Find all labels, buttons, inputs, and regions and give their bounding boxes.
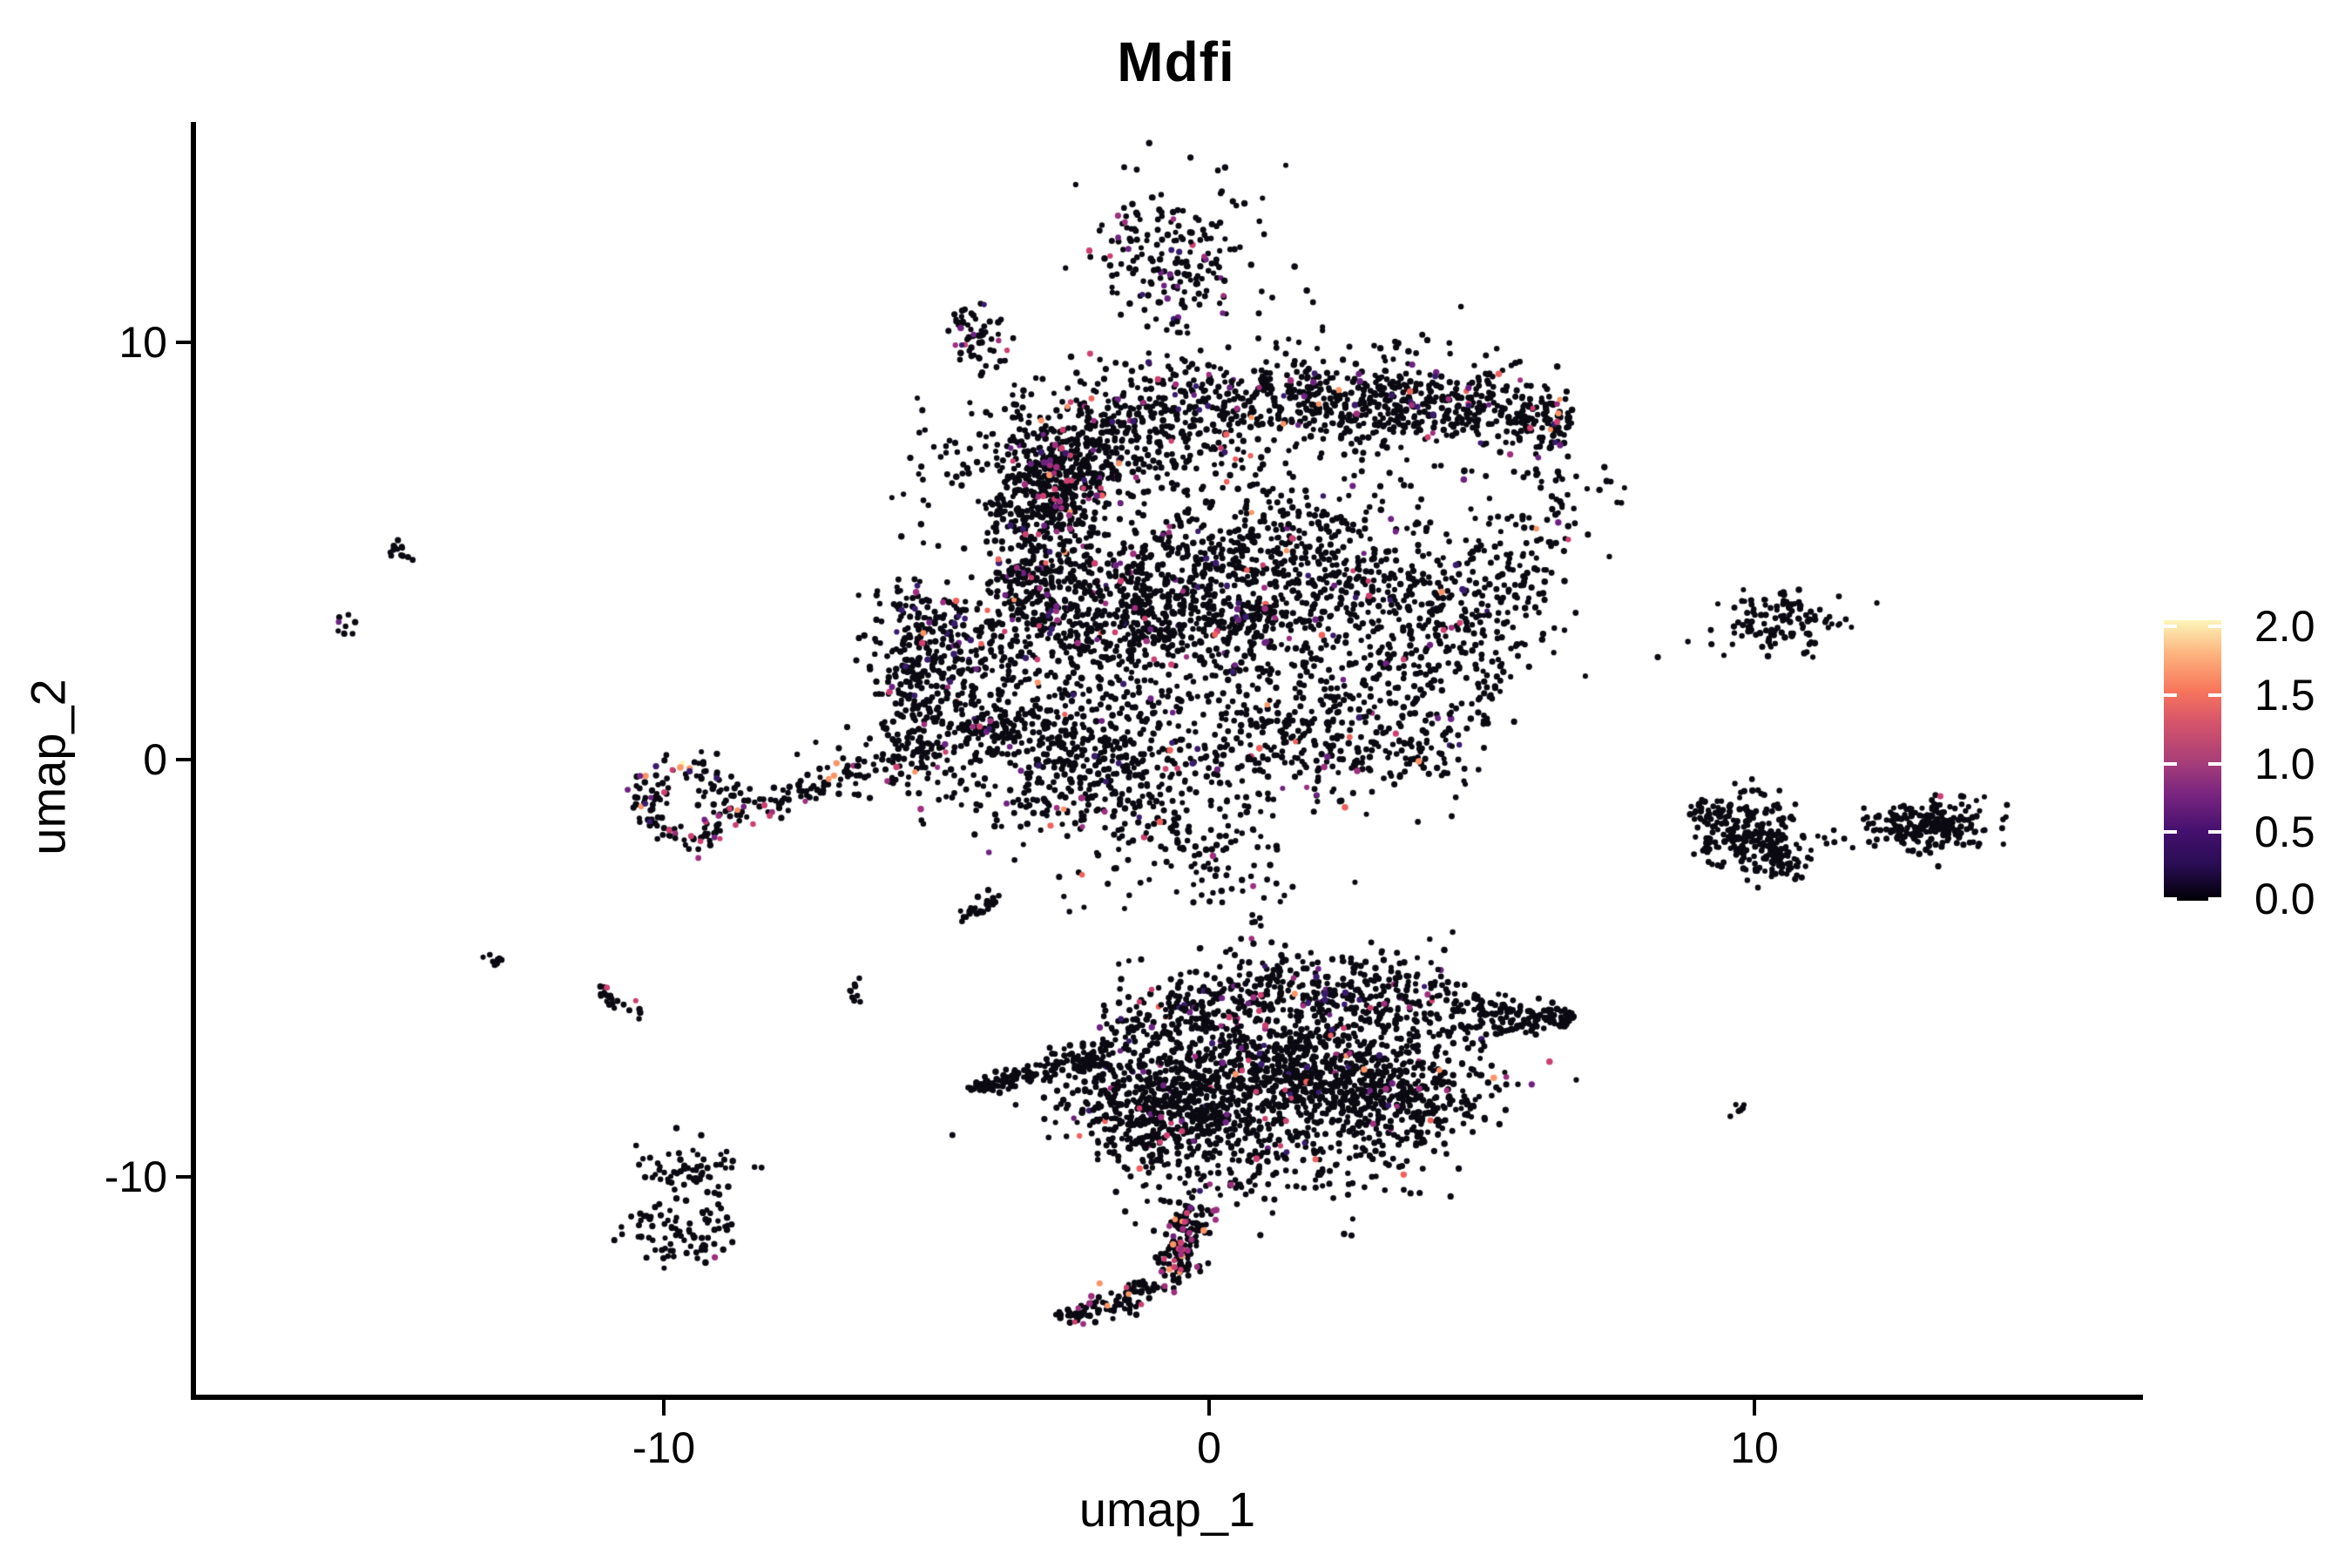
colorbar-tick-label: 2.0	[2254, 602, 2315, 651]
x-tick-mark	[662, 1400, 666, 1416]
colorbar-tick-right	[2208, 897, 2221, 901]
x-axis-line	[191, 1395, 2143, 1400]
expression-colorbar	[2164, 620, 2221, 901]
colorbar-tick-left	[2164, 897, 2177, 901]
colorbar-tick-left	[2164, 625, 2177, 628]
y-axis-line	[191, 122, 196, 1400]
colorbar-tick-right	[2208, 762, 2221, 766]
colorbar-tick-left	[2164, 693, 2177, 697]
colorbar-tick-label: 1.5	[2254, 671, 2315, 720]
scatter-plot-area	[196, 124, 2143, 1397]
x-tick-label: 10	[1730, 1423, 1779, 1472]
x-tick-label: -10	[632, 1423, 696, 1472]
y-tick-mark	[176, 341, 192, 344]
colorbar-tick-label: 0.5	[2254, 808, 2315, 856]
y-tick-mark	[176, 1175, 192, 1179]
x-axis-title: umap_1	[1078, 1482, 1256, 1537]
colorbar-tick-left	[2164, 762, 2177, 766]
y-tick-label: 10	[118, 318, 167, 367]
y-tick-mark	[176, 758, 192, 761]
colorbar-tick-right	[2208, 625, 2221, 628]
colorbar-tick-left	[2164, 830, 2177, 834]
plot-title: Mdfi	[1117, 30, 1235, 93]
y-tick-label: -10	[104, 1152, 167, 1201]
colorbar-tick-label: 1.0	[2254, 740, 2315, 788]
colorbar-tick-right	[2208, 693, 2221, 697]
colorbar-tick-label: 0.0	[2254, 875, 2315, 923]
x-tick-mark	[1753, 1400, 1756, 1416]
y-tick-label: 0	[143, 735, 167, 784]
x-tick-label: 0	[1197, 1423, 1221, 1472]
colorbar-tick-right	[2208, 830, 2221, 834]
x-tick-mark	[1207, 1400, 1211, 1416]
